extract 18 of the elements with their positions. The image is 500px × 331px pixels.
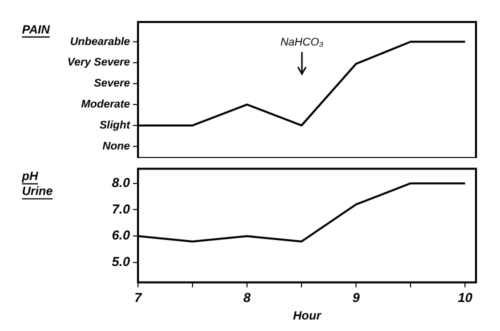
y-tick-label: 5.0 <box>112 254 131 270</box>
y-tick-label: 7.0 <box>112 201 131 216</box>
x-tick-label: 8 <box>243 290 252 305</box>
y-axis-title: PAIN <box>22 22 50 36</box>
text: None <box>102 140 130 152</box>
y-tick-label: 6.0 <box>112 228 131 243</box>
text: Severe <box>94 78 130 90</box>
text: Unbearable <box>70 36 130 48</box>
y-tick-label: 8.0 <box>112 174 131 190</box>
x-tick-label: 9 <box>352 290 360 305</box>
x-tick-label: 10 <box>458 290 474 305</box>
x-axis-title: Hour <box>293 308 322 322</box>
annotation: NaHCO₃ <box>280 36 324 49</box>
text: Slight <box>99 119 132 132</box>
x-tick-label: 7 <box>134 290 142 305</box>
text: Moderate <box>81 98 130 111</box>
y-axis-title: pH Urine <box>21 169 53 198</box>
text: Very Severe <box>67 56 130 69</box>
